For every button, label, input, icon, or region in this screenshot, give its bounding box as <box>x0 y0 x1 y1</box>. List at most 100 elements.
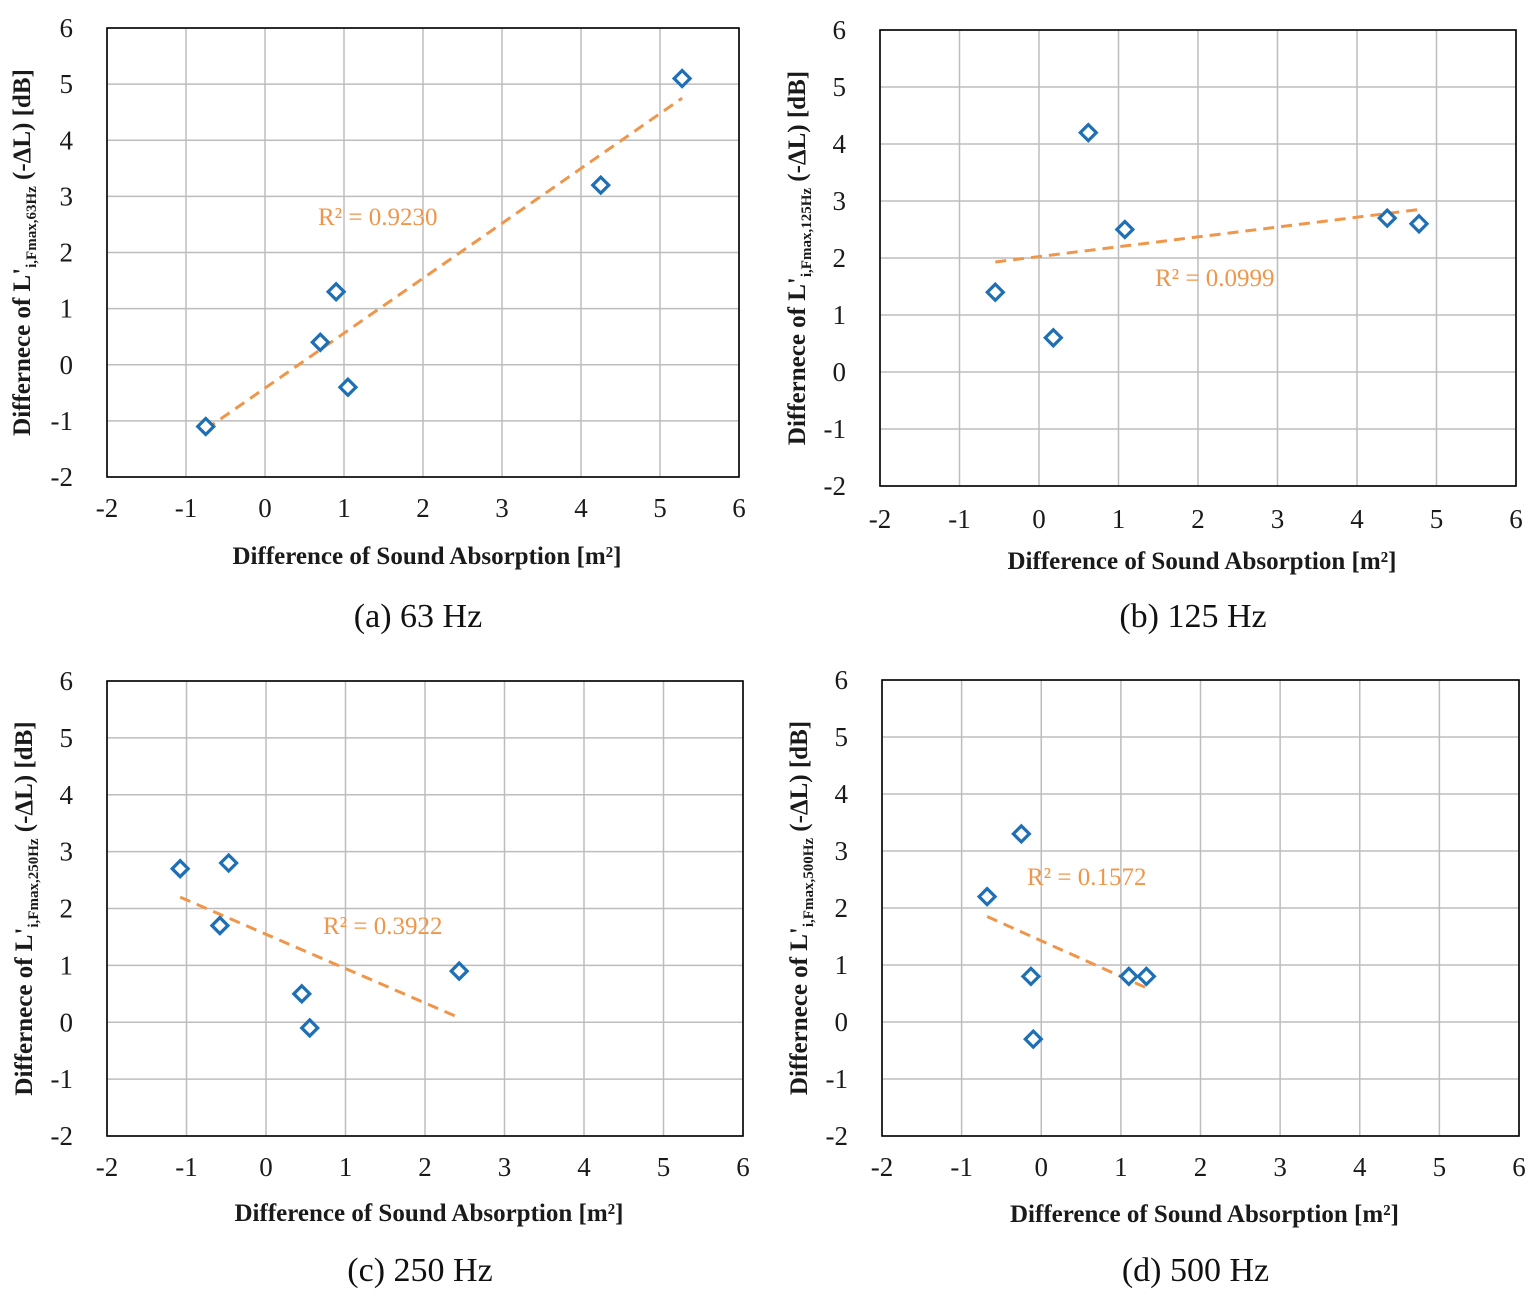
x-tick-label: 1 <box>339 1152 353 1182</box>
x-tick-label: 0 <box>1032 504 1046 534</box>
r-squared-label: R² = 0.1572 <box>1027 864 1147 891</box>
x-tick-label: 2 <box>1194 1152 1208 1182</box>
y-tick-label: 3 <box>60 837 74 867</box>
x-tick-label: 5 <box>1430 504 1444 534</box>
y-axis-label-subscript: i,Fmax,250Hz <box>26 838 42 927</box>
y-tick-label: 6 <box>60 666 74 696</box>
y-tick-label: 5 <box>835 722 849 752</box>
y-tick-label: 3 <box>835 836 849 866</box>
chart-panel-2: -2 -1 0 1 2 3 4 5 6 -2 -1 0 1 2 3 4 5 6 Difference of Soun… <box>784 15 1523 635</box>
r-squared-label: R² = 0.9230 <box>318 204 438 231</box>
y-tick-label: -1 <box>51 406 74 436</box>
y-tick-label: 2 <box>60 238 74 268</box>
data-point <box>1114 219 1136 240</box>
y-tick-label: 2 <box>833 243 847 273</box>
y-axis-label: Differnece of L'i,Fmax,63Hz (-ΔL) [dB] <box>9 69 40 436</box>
y-tick-label: -2 <box>51 462 74 492</box>
data-point <box>1023 1028 1044 1050</box>
y-axis-label: Differnece of L'i,Fmax,500Hz (-ΔL) [dB] <box>786 721 817 1095</box>
data-point <box>209 915 231 936</box>
y-tick-label: 4 <box>60 125 74 155</box>
y-tick-label: 3 <box>833 186 847 216</box>
x-tick-label: -2 <box>96 493 119 523</box>
data-point <box>169 858 191 879</box>
x-tick-label: 6 <box>736 1152 750 1182</box>
data-point <box>985 281 1006 303</box>
y-tick-label: 4 <box>835 779 849 809</box>
y-axis-label-rest: (-ΔL) [dB] <box>11 721 38 838</box>
data-point <box>218 852 239 874</box>
y-tick-label: 0 <box>60 1007 74 1037</box>
x-tick-label: 1 <box>1112 504 1126 534</box>
data-point <box>1376 207 1398 229</box>
x-tick-label: -2 <box>871 1152 894 1182</box>
chart-panel-3: -2 -1 0 1 2 3 4 5 6 -2 -1 0 1 2 3 4 5 6 Difference of Soun… <box>11 666 750 1289</box>
r-squared-label: R² = 0.0999 <box>1155 265 1275 292</box>
x-tick-label: 4 <box>1350 504 1364 534</box>
x-tick-label: 2 <box>416 493 430 523</box>
data-point <box>1043 327 1064 349</box>
data-point <box>1118 966 1140 987</box>
x-tick-label: 2 <box>418 1152 432 1182</box>
x-tick-label: -1 <box>175 1152 198 1182</box>
x-tick-label: 6 <box>1512 1152 1526 1182</box>
y-axis-label-main: Differnece of L' <box>784 277 811 445</box>
x-tick-label: 3 <box>1271 504 1285 534</box>
y-tick-label: 6 <box>60 13 74 43</box>
y-axis-label-rest: (-ΔL) [dB] <box>784 71 811 188</box>
plot-frame <box>106 27 740 478</box>
x-tick-label: 3 <box>495 493 509 523</box>
trendline <box>995 208 1420 264</box>
data-point <box>1408 213 1430 235</box>
y-tick-label: 5 <box>60 723 74 753</box>
y-tick-label: -1 <box>51 1064 74 1094</box>
chart-panel-1: -2 -1 0 1 2 3 4 5 6 -2 -1 0 1 2 3 4 5 6 Difference of Soun… <box>9 13 746 635</box>
data-point <box>291 983 313 1005</box>
x-tick-label: 3 <box>1273 1152 1287 1182</box>
y-tick-label: 6 <box>835 665 849 695</box>
y-tick-label: 4 <box>60 780 74 810</box>
y-axis-label-rest: (-ΔL) [dB] <box>786 721 813 838</box>
trendline <box>204 96 683 431</box>
y-tick-label: 1 <box>833 300 847 330</box>
y-tick-label: 1 <box>60 294 74 324</box>
plot-frame <box>879 29 1517 487</box>
x-tick-label: 0 <box>259 1152 273 1182</box>
data-point <box>337 376 359 398</box>
x-tick-label: -1 <box>950 1152 973 1182</box>
chart-panel-4: -2 -1 0 1 2 3 4 5 6 -2 -1 0 1 2 3 4 5 6 Difference of Soun… <box>786 665 1526 1289</box>
data-point <box>325 281 347 303</box>
data-point <box>976 886 998 907</box>
plot-frame <box>881 679 1520 1137</box>
x-tick-label: 0 <box>258 493 272 523</box>
x-axis-label: Difference of Sound Absorption [m²] <box>233 543 622 570</box>
x-tick-label: 5 <box>653 493 667 523</box>
y-tick-label: 5 <box>60 69 74 99</box>
x-axis-label: Difference of Sound Absorption [m²] <box>1008 548 1397 575</box>
y-tick-label: 6 <box>833 15 847 45</box>
y-axis-label-main: Differnece of L' <box>9 268 36 436</box>
y-tick-label: -2 <box>824 471 847 501</box>
data-point <box>448 960 470 982</box>
data-point <box>299 1017 320 1039</box>
x-tick-label: 1 <box>1114 1152 1128 1182</box>
data-point <box>195 416 217 437</box>
y-tick-label: -2 <box>826 1121 849 1151</box>
y-tick-label: 3 <box>60 181 74 211</box>
x-tick-label: 6 <box>732 493 746 523</box>
x-tick-label: 5 <box>657 1152 671 1182</box>
x-tick-label: -1 <box>175 493 198 523</box>
x-tick-label: 6 <box>1509 504 1523 534</box>
y-axis-label-main: Differnece of L' <box>786 927 813 1095</box>
y-tick-label: -1 <box>826 1064 849 1094</box>
x-tick-label: -2 <box>869 504 892 534</box>
y-axis-label: Differnece of L'i,Fmax,125Hz (-ΔL) [dB] <box>784 71 815 445</box>
x-tick-label: -2 <box>96 1152 119 1182</box>
data-point <box>1078 122 1099 143</box>
data-point <box>310 332 331 353</box>
x-tick-label: 0 <box>1035 1152 1049 1182</box>
y-tick-label: 5 <box>833 72 847 102</box>
y-tick-label: 2 <box>835 893 849 923</box>
y-tick-label: 0 <box>60 350 74 380</box>
